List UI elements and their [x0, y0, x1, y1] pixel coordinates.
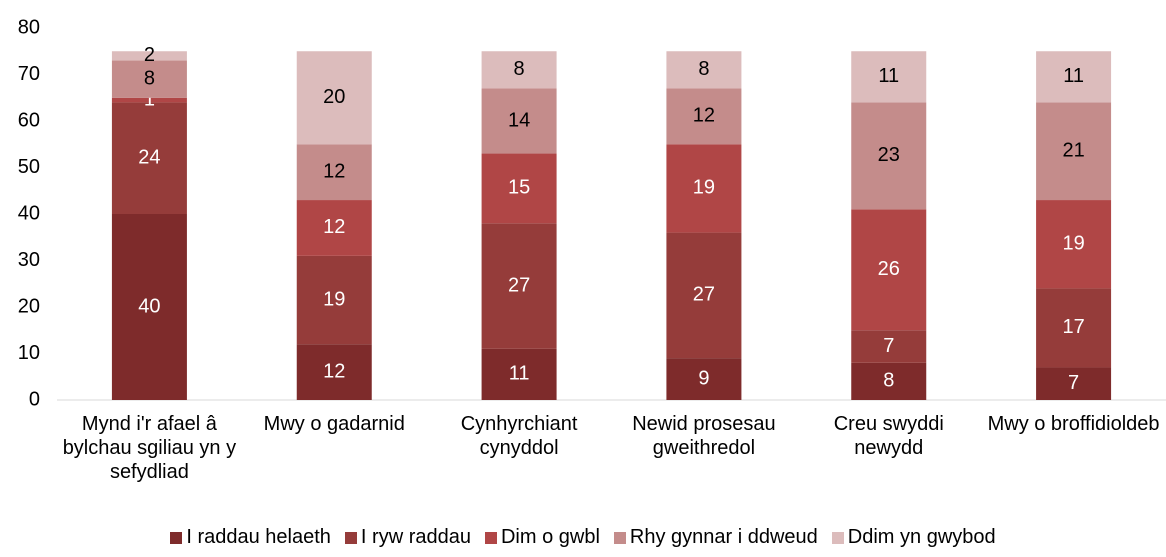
x-tick-label: Newid prosesau gweithredol: [632, 413, 776, 459]
data-label: 2: [144, 44, 155, 66]
y-tick-label: 20: [18, 295, 40, 317]
data-label: 11: [1063, 65, 1084, 87]
bar-segment: [481, 153, 557, 224]
legend-swatch: [344, 531, 357, 544]
legend-swatch: [170, 531, 183, 544]
bar-segment: [296, 51, 372, 145]
bar-segment: [111, 102, 187, 214]
bar-segment: [296, 344, 372, 400]
data-label: 7: [883, 335, 894, 357]
data-label: 12: [693, 105, 715, 127]
data-label: 8: [144, 67, 155, 89]
legend-item: I ryw raddau: [344, 526, 471, 549]
x-tick-label: Mwy o broffidioldeb: [987, 413, 1160, 435]
y-tick-label: 60: [18, 109, 40, 131]
data-label: 27: [508, 274, 530, 296]
data-label: 17: [1062, 316, 1084, 338]
data-label: 8: [514, 58, 525, 80]
bar-segment: [851, 209, 927, 331]
data-label: 14: [508, 109, 530, 131]
data-label: 1: [144, 88, 155, 110]
data-label: 15: [508, 177, 530, 199]
bar-segment: [1036, 367, 1112, 400]
legend-label: I ryw raddau: [360, 526, 471, 548]
data-label: 19: [323, 288, 345, 310]
bar-segment: [1036, 102, 1112, 201]
legend-label: Rhy gynnar i ddweud: [629, 526, 818, 548]
bar-segment: [111, 51, 187, 61]
bar-segment: [851, 362, 927, 400]
bar-segment: [1036, 200, 1112, 289]
data-label: 9: [698, 367, 709, 389]
bar-segment: [851, 330, 927, 363]
y-tick-label: 0: [29, 388, 40, 410]
bar-segment: [666, 232, 742, 359]
bar-segment: [481, 51, 557, 89]
bar-segment: [1036, 51, 1112, 103]
y-tick-label: 50: [18, 156, 40, 178]
bar-segment: [111, 60, 187, 98]
bar-segment: [481, 223, 557, 349]
legend-swatch: [484, 531, 497, 544]
bar-segment: [111, 214, 187, 400]
y-tick-label: 70: [18, 63, 40, 85]
bar-segment: [666, 88, 742, 145]
data-label: 8: [698, 58, 709, 80]
legend-item: Ddim yn gwybod: [831, 526, 996, 549]
legend-label: I raddau helaeth: [186, 526, 331, 548]
bar-segment: [666, 51, 742, 89]
data-label: 12: [323, 360, 345, 382]
x-tick-label: Mwy o gadarnid: [263, 413, 405, 435]
data-label: 21: [1062, 140, 1084, 162]
data-label: 27: [693, 284, 715, 306]
bar-segment: [296, 255, 372, 345]
legend-label: Dim o gwbl: [500, 526, 600, 548]
y-tick-label: 30: [18, 249, 40, 271]
data-label: 19: [693, 177, 715, 199]
legend-item: Dim o gwbl: [484, 526, 600, 549]
data-label: 7: [1068, 372, 1079, 394]
bar-segment: [851, 102, 927, 210]
bar-segment: [296, 144, 372, 201]
data-label: 12: [323, 160, 345, 182]
bar-segment: [481, 348, 557, 400]
legend-item: Rhy gynnar i ddweud: [613, 526, 818, 549]
bar-segment: [666, 358, 742, 400]
y-tick-label: 80: [18, 16, 40, 38]
data-label: 40: [138, 295, 160, 317]
data-label: 11: [878, 65, 899, 87]
data-label: 26: [878, 258, 900, 280]
data-label: 20: [323, 86, 345, 108]
data-label: 24: [138, 146, 160, 168]
legend-label: Ddim yn gwybod: [847, 526, 996, 548]
data-label: 8: [883, 370, 894, 392]
y-tick-label: 10: [18, 342, 40, 364]
data-label: 19: [1062, 233, 1084, 255]
x-tick-label: Mynd i'r afael â bylchau sgiliau yn y se…: [62, 413, 237, 483]
x-tick-label: Creu swyddi newydd: [833, 413, 944, 459]
bar-segment: [1036, 288, 1112, 368]
legend-swatch: [613, 531, 626, 544]
bar-segment: [296, 200, 372, 256]
bar-segment: [111, 97, 187, 103]
bar-segment: [666, 144, 742, 233]
legend-swatch: [831, 531, 844, 544]
data-label: 11: [509, 363, 530, 385]
bar-segment: [851, 51, 927, 103]
data-label: 23: [878, 144, 900, 166]
data-label: 12: [323, 216, 345, 238]
legend: I raddau helaeth I ryw raddau Dim o gwbl Rh…: [0, 526, 1166, 549]
x-tick-label: Cynhyrchiant cynyddol: [460, 413, 578, 459]
y-tick-label: 40: [18, 202, 40, 224]
legend-item: I raddau helaeth: [170, 526, 331, 549]
bar-segment: [481, 88, 557, 154]
